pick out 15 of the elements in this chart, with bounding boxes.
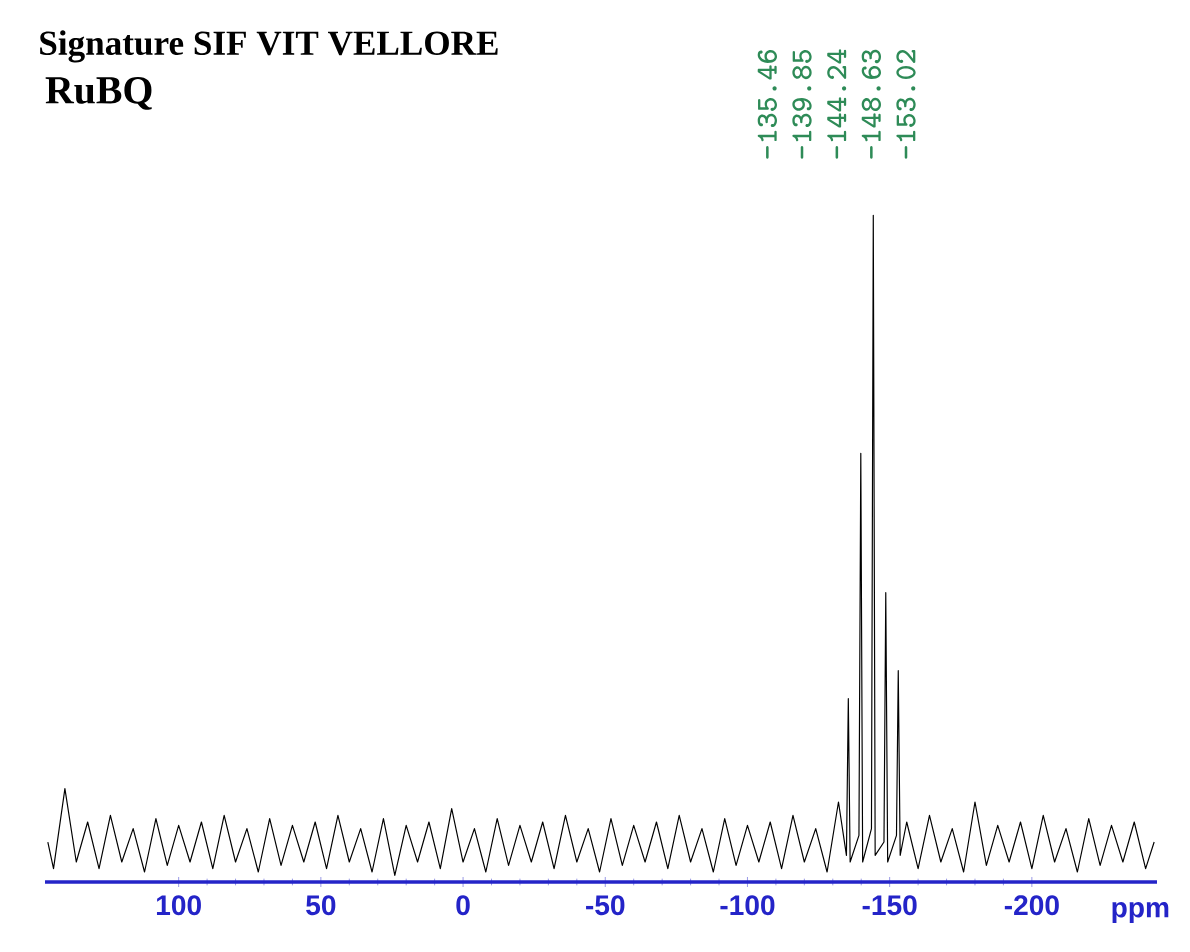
x-tick-label: -100	[720, 895, 775, 916]
chart-title: Signature SIF VIT VELLORE	[40, 30, 498, 63]
x-tick-label: -200	[1004, 895, 1059, 916]
text: -139.85	[792, 49, 812, 159]
x-tick-label: -50	[586, 895, 625, 916]
x-tick-label: 50	[306, 895, 336, 916]
x-tick-label: 100	[156, 895, 201, 916]
x-axis-title: ppm	[1112, 901, 1169, 924]
text: -153.02	[896, 49, 916, 159]
x-tick-label: 0	[456, 895, 470, 916]
text: -135.46	[757, 50, 777, 159]
x-tick-label: -150	[862, 895, 917, 916]
chart-subtitle: RuBQ	[45, 76, 152, 110]
text: -144.24	[827, 49, 847, 159]
text: -148.63	[861, 49, 881, 159]
